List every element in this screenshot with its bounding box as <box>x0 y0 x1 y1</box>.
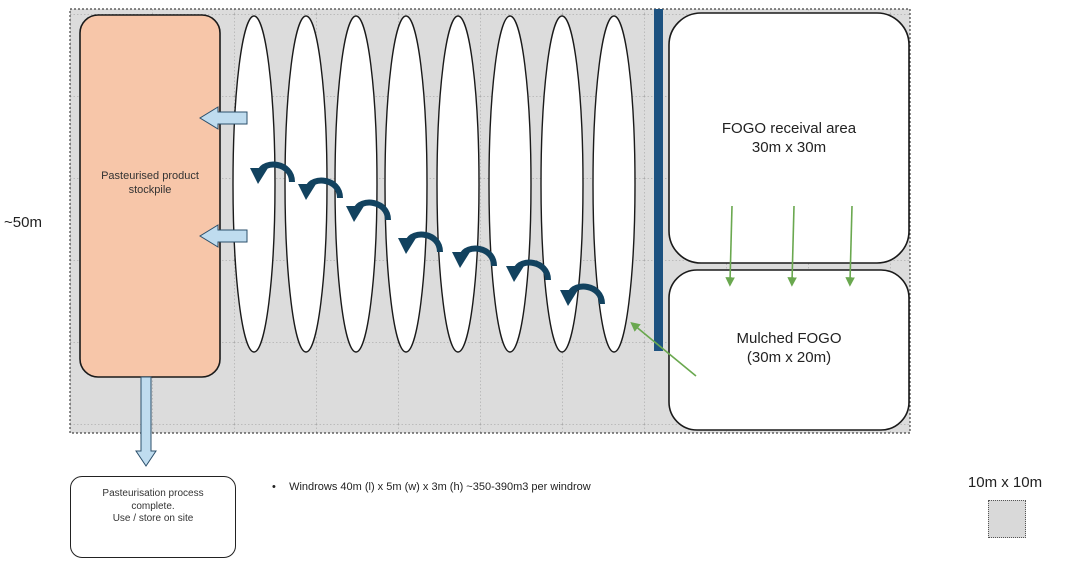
curved-turn-arrow-icon <box>506 259 551 282</box>
windrow <box>232 15 276 353</box>
fogo-receival-title: FOGO receival area <box>721 120 857 137</box>
process-complete-line3: Use / store on site <box>112 513 194 524</box>
feed-arrow-icon <box>845 205 855 287</box>
curved-turn-arrow-icon <box>452 245 497 268</box>
divider-bar <box>654 9 663 351</box>
mulched-fogo-label: Mulched FOGO (30m x 20m) <box>668 330 910 368</box>
mulched-fogo-size: (30m x 20m) <box>746 348 832 366</box>
windrow <box>334 15 378 353</box>
fogo-receival-size: 30m x 30m <box>751 138 827 156</box>
process-complete-box <box>70 476 236 558</box>
mulched-fogo-area <box>668 269 910 431</box>
feed-arrows-group <box>725 205 855 287</box>
transfer-arrow-icon <box>135 376 157 467</box>
feed-arrow-icon <box>630 321 697 377</box>
curved-turn-arrow-icon <box>560 283 605 306</box>
windrow-spec-text: Windrows 40m (l) x 5m (w) x 3m (h) ~350-… <box>289 481 591 493</box>
turn-arrows-group <box>250 161 605 306</box>
windrow <box>384 15 428 353</box>
fogo-receival-label: FOGO receival area 30m x 30m <box>668 120 910 158</box>
fogo-receival-area <box>668 12 910 264</box>
bullet-icon: • <box>272 481 276 493</box>
site-height-label: ~50m <box>4 214 42 231</box>
curved-turn-arrow-icon <box>398 231 443 254</box>
transfer-arrow-icon <box>199 106 248 130</box>
feed-arrow-icon <box>725 205 735 287</box>
legend-label: 10m x 10m <box>967 474 1043 491</box>
process-complete-label: Pasteurisation process complete. Use / s… <box>70 488 236 526</box>
windrow <box>436 15 480 353</box>
curved-turn-arrow-icon <box>250 161 295 184</box>
windrow <box>592 15 636 353</box>
curved-turn-arrow-icon <box>298 177 343 200</box>
windrow <box>488 15 532 353</box>
windrow <box>540 15 584 353</box>
feed-arrow-icon <box>787 205 797 287</box>
transfer-arrow-icon <box>199 224 248 248</box>
windrow-spec-note: • Windrows 40m (l) x 5m (w) x 3m (h) ~35… <box>272 481 591 493</box>
process-complete-line2: complete. <box>131 500 175 512</box>
curved-turn-arrow-icon <box>346 199 391 222</box>
legend-swatch <box>988 500 1026 538</box>
process-complete-line1: Pasteurisation process <box>102 488 204 499</box>
stockpile-label: Pasteurised product stockpile <box>101 170 199 196</box>
mulched-fogo-title: Mulched FOGO <box>736 330 842 347</box>
